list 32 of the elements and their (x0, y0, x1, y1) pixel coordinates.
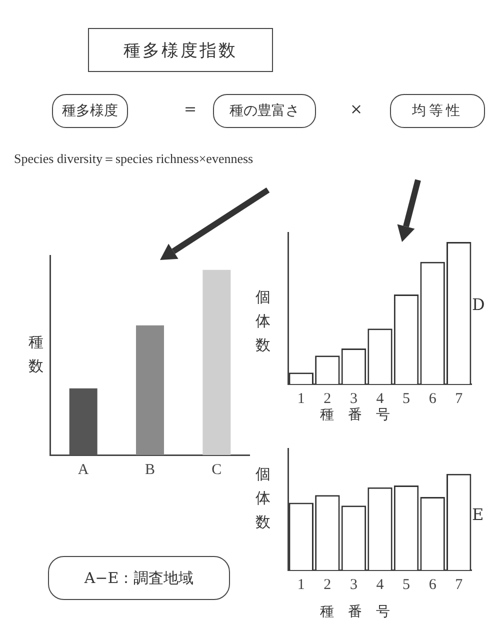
text: Species diversity＝species richness×evenness (14, 150, 254, 168)
text: = (184, 100, 197, 118)
x-tick-label: 3 (350, 576, 358, 593)
x-tick-label: 4 (376, 576, 384, 593)
text: 種の豊富さ (213, 94, 316, 128)
x-tick-label: 1 (297, 576, 305, 593)
x-tick-label: B (144, 462, 156, 478)
text: A−E：調査地域 (48, 556, 230, 600)
x-tick-label: 7 (455, 576, 464, 593)
x-tick-label: 2 (324, 390, 332, 407)
x-tick-label: C (212, 462, 222, 478)
x-tick-label: A (78, 462, 89, 478)
x-tick-label: 5 (402, 576, 410, 593)
text: × (350, 100, 363, 118)
y-axis-title: 個体数 (255, 287, 271, 356)
text: E (472, 505, 484, 524)
x-tick-label: 7 (455, 390, 464, 407)
text: D (472, 295, 485, 314)
y-axis-title: 個体数 (255, 464, 271, 533)
x-axis-title: 種番号 (320, 406, 404, 424)
x-tick-label: 5 (402, 390, 410, 407)
x-tick-label: 3 (350, 390, 358, 407)
y-axis-title: 種数 (28, 332, 44, 377)
text: 種多様度 (52, 94, 128, 128)
x-tick-label: 6 (428, 576, 437, 593)
chart-title: 種多様度指数 (88, 28, 273, 72)
text: 均等性 (390, 94, 485, 128)
x-tick-label: 1 (297, 390, 305, 407)
x-tick-label: 2 (324, 576, 332, 593)
x-tick-label: 4 (376, 390, 384, 407)
x-axis-title: 種番号 (320, 603, 404, 621)
x-tick-label: 6 (428, 390, 437, 407)
